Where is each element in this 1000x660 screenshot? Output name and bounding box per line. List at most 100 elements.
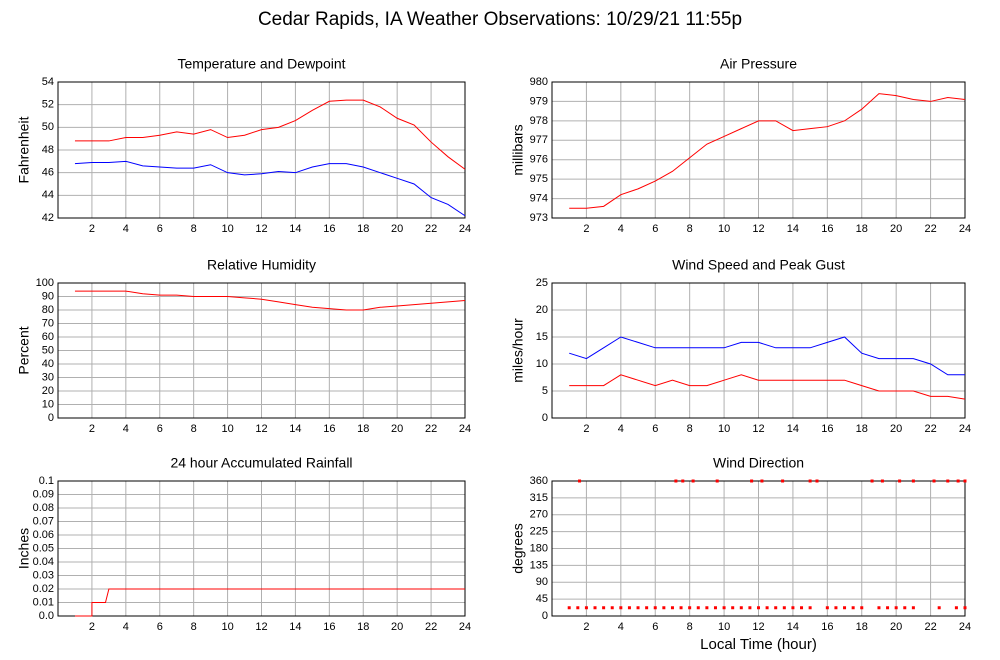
data-point	[748, 606, 752, 610]
x-tick-label: 10	[718, 423, 730, 435]
x-tick-label: 16	[323, 423, 335, 435]
x-axis-label: Local Time (hour)	[700, 636, 817, 653]
y-tick-label: 50	[42, 344, 54, 356]
y-tick-label: 25	[536, 277, 548, 289]
data-point	[662, 606, 666, 610]
y-axis-label: Fahrenheit	[16, 116, 32, 183]
y-tick-label: 90	[536, 576, 548, 588]
x-tick-label: 24	[459, 423, 471, 435]
chart-title: Temperature and Dewpoint	[177, 56, 345, 72]
y-tick-label: 0	[542, 412, 548, 424]
data-point	[688, 606, 692, 610]
y-tick-label: 0.05	[33, 542, 54, 554]
data-point	[576, 606, 580, 610]
data-line	[74, 160, 466, 217]
x-tick-label: 2	[89, 223, 95, 235]
data-point	[636, 606, 640, 610]
y-tick-label: 0.07	[33, 515, 54, 527]
x-tick-label: 16	[323, 621, 335, 633]
x-tick-label: 16	[821, 223, 833, 235]
data-point	[782, 606, 786, 610]
y-tick-label: 48	[42, 144, 54, 156]
y-tick-label: 0.0	[39, 610, 54, 622]
data-point	[610, 606, 614, 610]
y-tick-label: 0.03	[33, 569, 54, 581]
x-tick-label: 12	[752, 423, 764, 435]
data-point	[739, 606, 743, 610]
data-point	[619, 606, 623, 610]
data-point	[800, 606, 804, 610]
x-tick-label: 10	[718, 223, 730, 235]
x-tick-label: 6	[652, 621, 658, 633]
x-tick-label: 4	[618, 621, 624, 633]
data-point	[722, 606, 726, 610]
data-point	[713, 606, 717, 610]
data-point	[584, 606, 588, 610]
x-tick-label: 14	[787, 223, 799, 235]
x-tick-label: 2	[89, 621, 95, 633]
data-point	[760, 479, 764, 483]
data-point	[593, 606, 597, 610]
y-tick-label: 30	[42, 371, 54, 383]
y-axis-label: Inches	[16, 528, 32, 569]
y-axis-label: degrees	[510, 523, 526, 574]
x-tick-label: 22	[924, 621, 936, 633]
x-tick-label: 8	[687, 621, 693, 633]
data-point	[898, 479, 902, 483]
data-point	[750, 479, 754, 483]
data-point	[860, 606, 864, 610]
y-tick-label: 0.09	[33, 488, 54, 500]
x-tick-label: 18	[357, 621, 369, 633]
data-point	[834, 606, 838, 610]
plot-frame	[551, 480, 966, 617]
y-tick-label: 225	[530, 526, 548, 538]
x-tick-label: 4	[618, 223, 624, 235]
data-point	[653, 606, 657, 610]
y-tick-label: 20	[536, 304, 548, 316]
x-tick-label: 22	[924, 423, 936, 435]
y-tick-label: 45	[536, 593, 548, 605]
data-point	[911, 606, 915, 610]
x-tick-label: 14	[787, 423, 799, 435]
y-tick-label: 10	[536, 358, 548, 370]
x-tick-label: 12	[752, 621, 764, 633]
data-point	[903, 606, 907, 610]
x-tick-label: 20	[391, 621, 403, 633]
y-tick-label: 10	[42, 398, 54, 410]
data-line	[569, 93, 966, 209]
x-tick-label: 4	[123, 423, 129, 435]
x-tick-label: 18	[357, 223, 369, 235]
data-point	[880, 479, 884, 483]
x-tick-label: 6	[157, 423, 163, 435]
data-point	[946, 479, 950, 483]
chart-title: Wind Speed and Peak Gust	[672, 257, 845, 273]
y-tick-label: 0.01	[33, 596, 54, 608]
data-point	[911, 479, 915, 483]
x-tick-label: 10	[221, 223, 233, 235]
x-tick-label: 18	[856, 223, 868, 235]
x-tick-label: 20	[890, 423, 902, 435]
x-tick-label: 2	[583, 223, 589, 235]
data-point	[627, 606, 631, 610]
y-tick-label: 270	[530, 509, 548, 521]
x-tick-label: 6	[157, 223, 163, 235]
data-point	[932, 479, 936, 483]
y-tick-label: 973	[530, 212, 548, 224]
data-point	[757, 606, 760, 610]
x-tick-label: 24	[959, 223, 971, 235]
data-point	[696, 606, 700, 610]
x-tick-label: 16	[323, 223, 335, 235]
y-tick-label: 0.04	[33, 556, 54, 568]
y-tick-label: 54	[42, 76, 54, 88]
x-tick-label: 22	[425, 423, 437, 435]
data-point	[870, 479, 874, 483]
x-tick-label: 8	[191, 621, 197, 633]
data-point	[765, 606, 769, 610]
data-point	[774, 606, 778, 610]
x-tick-label: 12	[255, 621, 267, 633]
y-tick-label: 46	[42, 167, 54, 179]
chart-title: Air Pressure	[720, 56, 797, 72]
data-point	[851, 606, 855, 610]
x-tick-label: 4	[123, 223, 129, 235]
